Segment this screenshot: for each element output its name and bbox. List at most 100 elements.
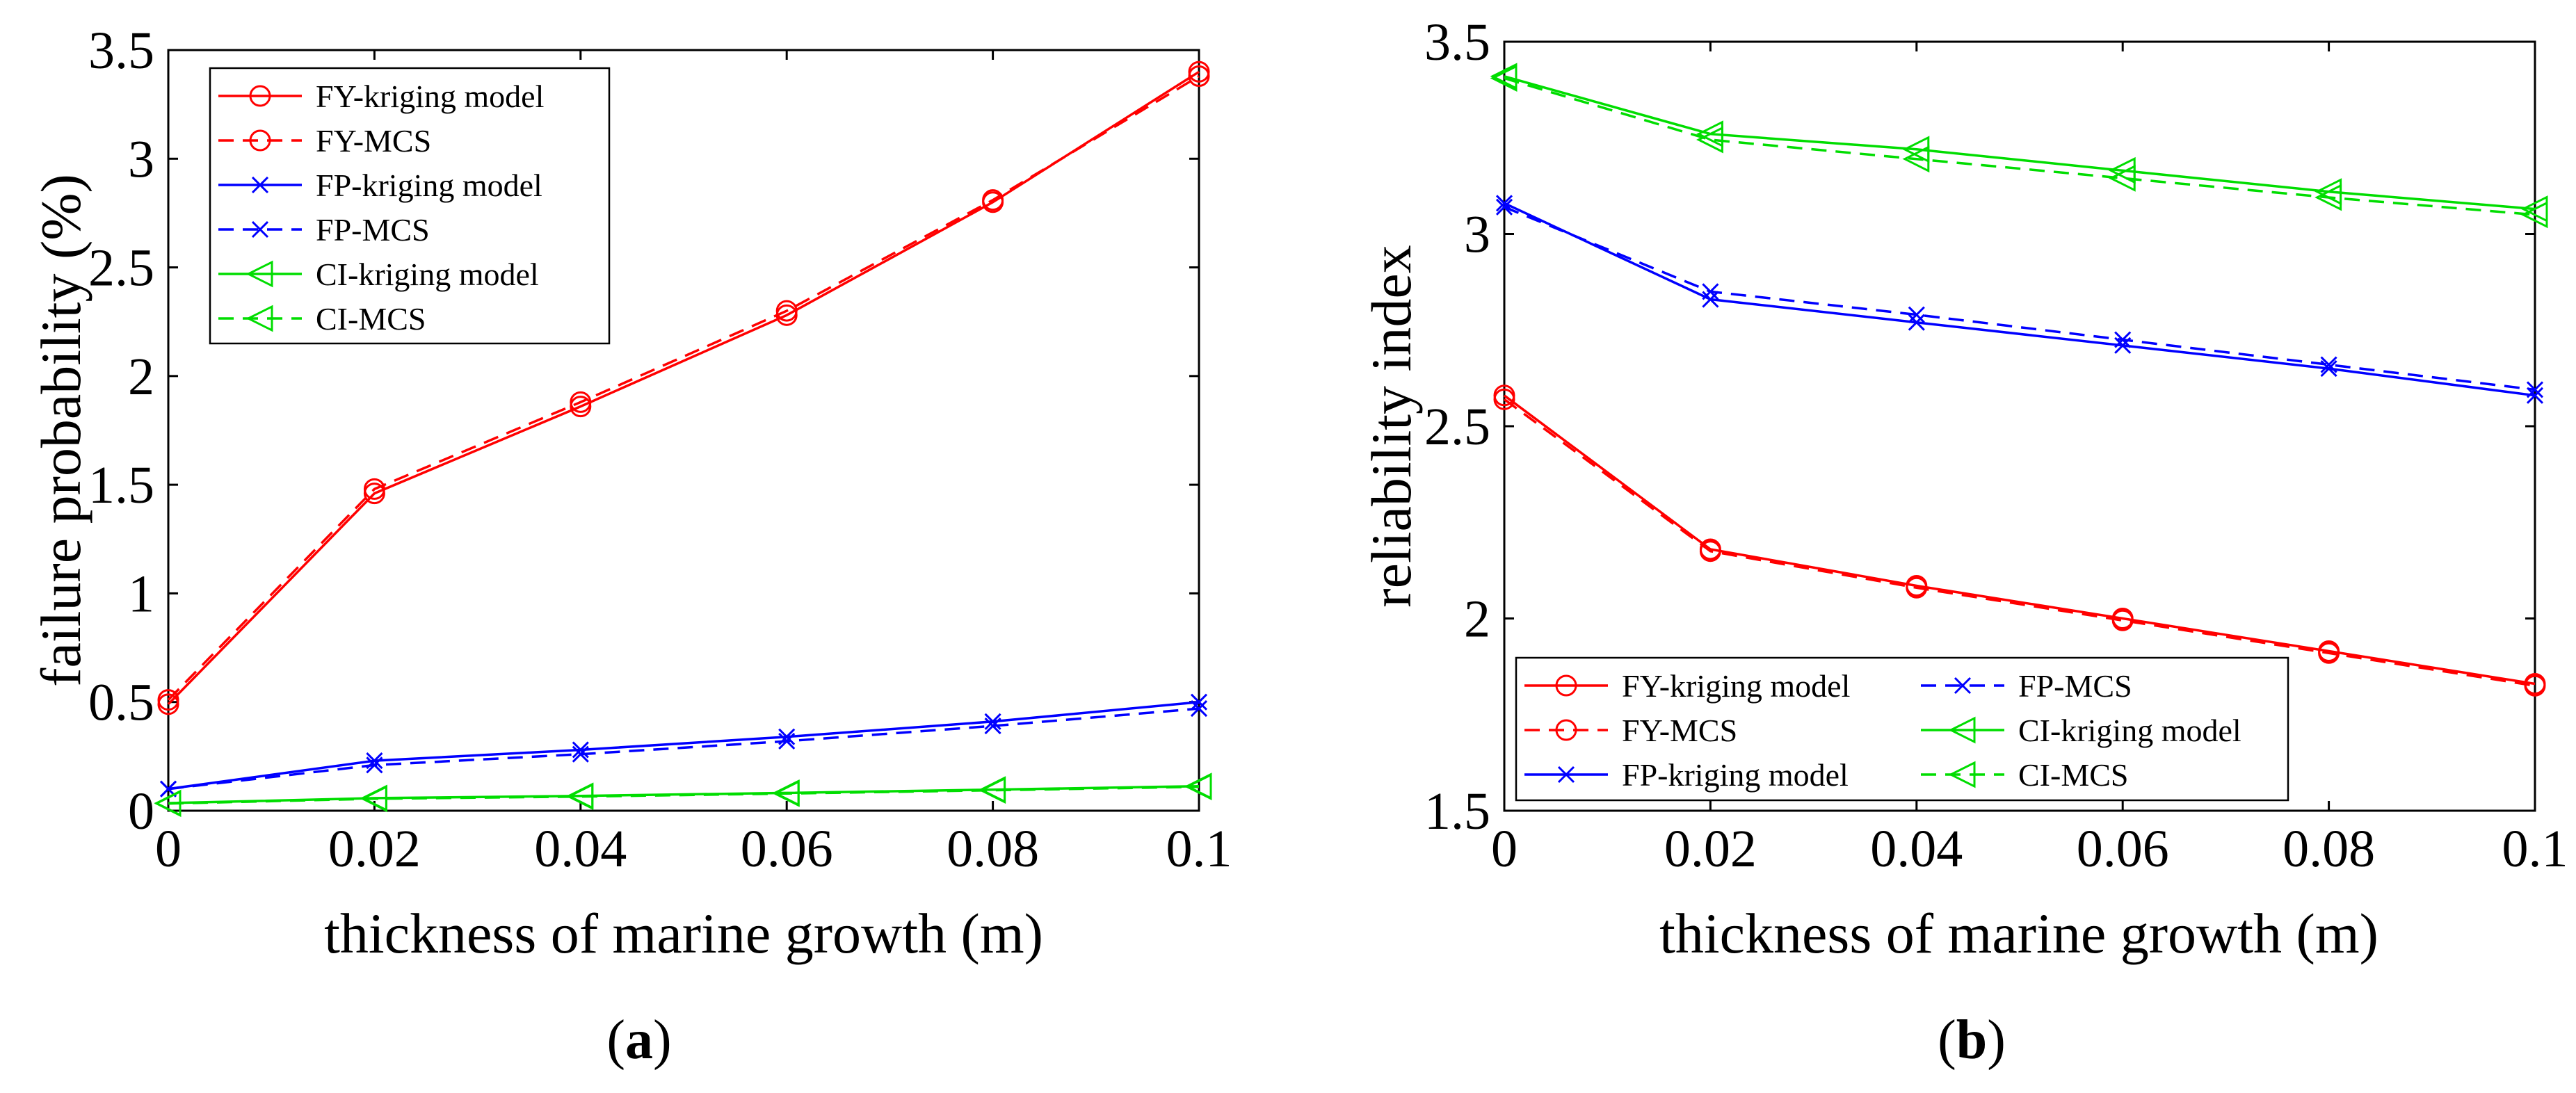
panel-a-y-tick-label: 3.5	[88, 22, 154, 80]
panel-a-data-point	[566, 783, 594, 811]
panel-a-series-3	[159, 700, 1208, 798]
panel-a-data-point	[1188, 65, 1210, 88]
panel-a-y-tick-label: 2.5	[88, 239, 154, 298]
panel-b-data-point	[1908, 306, 1925, 323]
panel-b-data-point	[2520, 201, 2548, 229]
panel-a-x-tick-label: 0.1	[1166, 820, 1232, 878]
panel-a-x-tick-label: 0.04	[534, 820, 627, 878]
panel-a-legend-item: FP-MCS	[218, 212, 430, 248]
panel-b-legend-label: FP-kriging model	[1622, 757, 1849, 793]
panel-b-data-point	[2526, 387, 2544, 404]
panel-a-x-tick-label: 0	[155, 820, 182, 878]
panel-b-series-1	[1493, 388, 2546, 697]
panel-a-legend-label: CI-MCS	[316, 301, 426, 337]
panel-b-data-point	[1702, 291, 1719, 308]
panel-a-y-tick-label: 2	[128, 348, 154, 406]
panel-b-data-point	[1490, 65, 1518, 92]
panel-a-x-tick-label: 0.08	[947, 820, 1039, 878]
panel-a-data-point	[366, 756, 383, 774]
panel-a-series-5	[154, 773, 1212, 818]
panel-a-data-point	[157, 689, 179, 711]
panel-b-series-line	[1504, 76, 2536, 216]
panel-a-data-point	[360, 785, 387, 813]
panel-b-data-point	[1493, 388, 1515, 410]
panel-b-legend-item: FP-MCS	[1921, 668, 2132, 704]
panel-a-series-line	[168, 707, 1200, 791]
panel-a-y-tick-label: 1	[128, 565, 154, 623]
panel-b-data-point	[2318, 642, 2340, 664]
panel-b-x-tick-label: 0	[1491, 820, 1518, 878]
panel-b-y-tick-label: 3.5	[1424, 13, 1490, 72]
panel-b-legend-label: FY-kriging model	[1622, 668, 1850, 704]
panel-a-series-1	[157, 65, 1210, 711]
panel-b-data-point	[2108, 164, 2136, 192]
panel-a-legend: FY-kriging model FY-MCS FP-kriging model FP…	[209, 67, 611, 345]
panel-a-series-line	[168, 700, 1200, 791]
panel-b-series-4	[1490, 63, 2548, 222]
panel-a-legend-label: FP-kriging model	[316, 168, 542, 203]
panel-a-legend-marker	[249, 129, 271, 152]
panel-b-x-tick-label: 0.02	[1664, 820, 1757, 878]
panel-a-y-tick-label: 1.5	[88, 456, 154, 515]
panel-b-data-point	[1696, 126, 1723, 154]
panel-a-data-point	[984, 718, 1001, 735]
panel-b-legend-marker	[1948, 761, 1976, 788]
panel-a-legend-label: CI-kriging model	[316, 257, 539, 292]
panel-a-legend-box	[209, 67, 611, 345]
panel-b-legend-box	[1515, 656, 2289, 802]
panel-a-legend-label: FP-MCS	[316, 212, 430, 248]
panel-b-x-tick-label: 0.1	[2502, 820, 2568, 878]
panel-a-data-point	[979, 777, 1006, 804]
panel-b-series-layer	[1490, 63, 2548, 697]
panel-a-legend-item: CI-kriging model	[218, 257, 539, 292]
panel-b-data-point	[1902, 145, 1930, 173]
panel-a-y-tick-label: 0.5	[88, 674, 154, 732]
panel-a-data-point	[1184, 773, 1212, 801]
panel-b-ticks: 0 0.02 0.04 0.06 0.08 0.1 1.5 2 2.5 3 3.5	[1424, 13, 2568, 878]
panel-a-data-point	[363, 478, 385, 500]
panel-a-legend-marker	[245, 260, 273, 288]
panel-b-legend-marker	[1948, 716, 1976, 744]
panel-b-data-point	[2320, 356, 2337, 373]
panel-a-data-point	[772, 779, 800, 807]
panel-a-series-line	[167, 75, 1200, 701]
panel-b-data-point	[2526, 381, 2544, 398]
panel-b-data-point	[2315, 184, 2342, 211]
panel-a-caption: (a)	[606, 1010, 671, 1071]
panel-b-x-tick-label: 0.08	[2283, 820, 2375, 878]
panel-b-data-point	[2111, 609, 2134, 631]
panel-a-x-axis-label: thickness of marine growth (m)	[324, 902, 1043, 965]
panel-a-legend-label: FY-MCS	[316, 123, 431, 159]
panel-b-series-line	[1504, 202, 2536, 397]
panel-b-series-line	[1504, 75, 2536, 211]
panel-a-data-point	[1190, 700, 1208, 718]
panel-a-x-tick-label: 0.06	[741, 820, 833, 878]
panel-b-data-point	[1906, 576, 1928, 599]
panel-b-legend-marker	[1557, 766, 1575, 784]
panel-a-legend-item: FY-MCS	[218, 123, 431, 159]
panel-b-series-2	[1495, 195, 2544, 404]
panel-a-ticks: 0 0.02 0.04 0.06 0.08 0.1 0 0.5 1 1.5 2 2.5 3 3.5	[88, 22, 1232, 878]
panel-b-legend-marker	[1954, 677, 1972, 695]
panel-b-series-line	[1504, 206, 2536, 391]
panel-a-series-layer	[154, 60, 1212, 818]
panel-a-data-point	[982, 189, 1004, 211]
panel-b-x-tick-label: 0.06	[2077, 820, 2169, 878]
panel-b-data-point	[1495, 198, 1513, 216]
panel-b-legend-item: CI-MCS	[1921, 757, 2128, 793]
panel-a-legend-marker	[245, 305, 273, 332]
panel-b-legend-item: FP-kriging model	[1524, 757, 1849, 793]
panel-a-x-tick-label: 0.02	[328, 820, 421, 878]
panel-b-series-line	[1503, 398, 2536, 688]
panel-b-legend-item: FY-kriging model	[1524, 668, 1850, 704]
panel-b-data-point	[1908, 314, 1925, 331]
panel-b-y-tick-label: 2	[1464, 590, 1490, 649]
panel-a-data-point	[154, 790, 182, 818]
panel-b-data-point	[2114, 331, 2132, 348]
panel-b-x-axis-label: thickness of marine growth (m)	[1659, 902, 2378, 965]
panel-a-data-point	[572, 745, 589, 763]
panel-b-legend-label: FY-MCS	[1622, 713, 1737, 748]
panel-b-y-tick-label: 3	[1464, 206, 1490, 264]
panel-a-legend-marker	[249, 85, 271, 107]
